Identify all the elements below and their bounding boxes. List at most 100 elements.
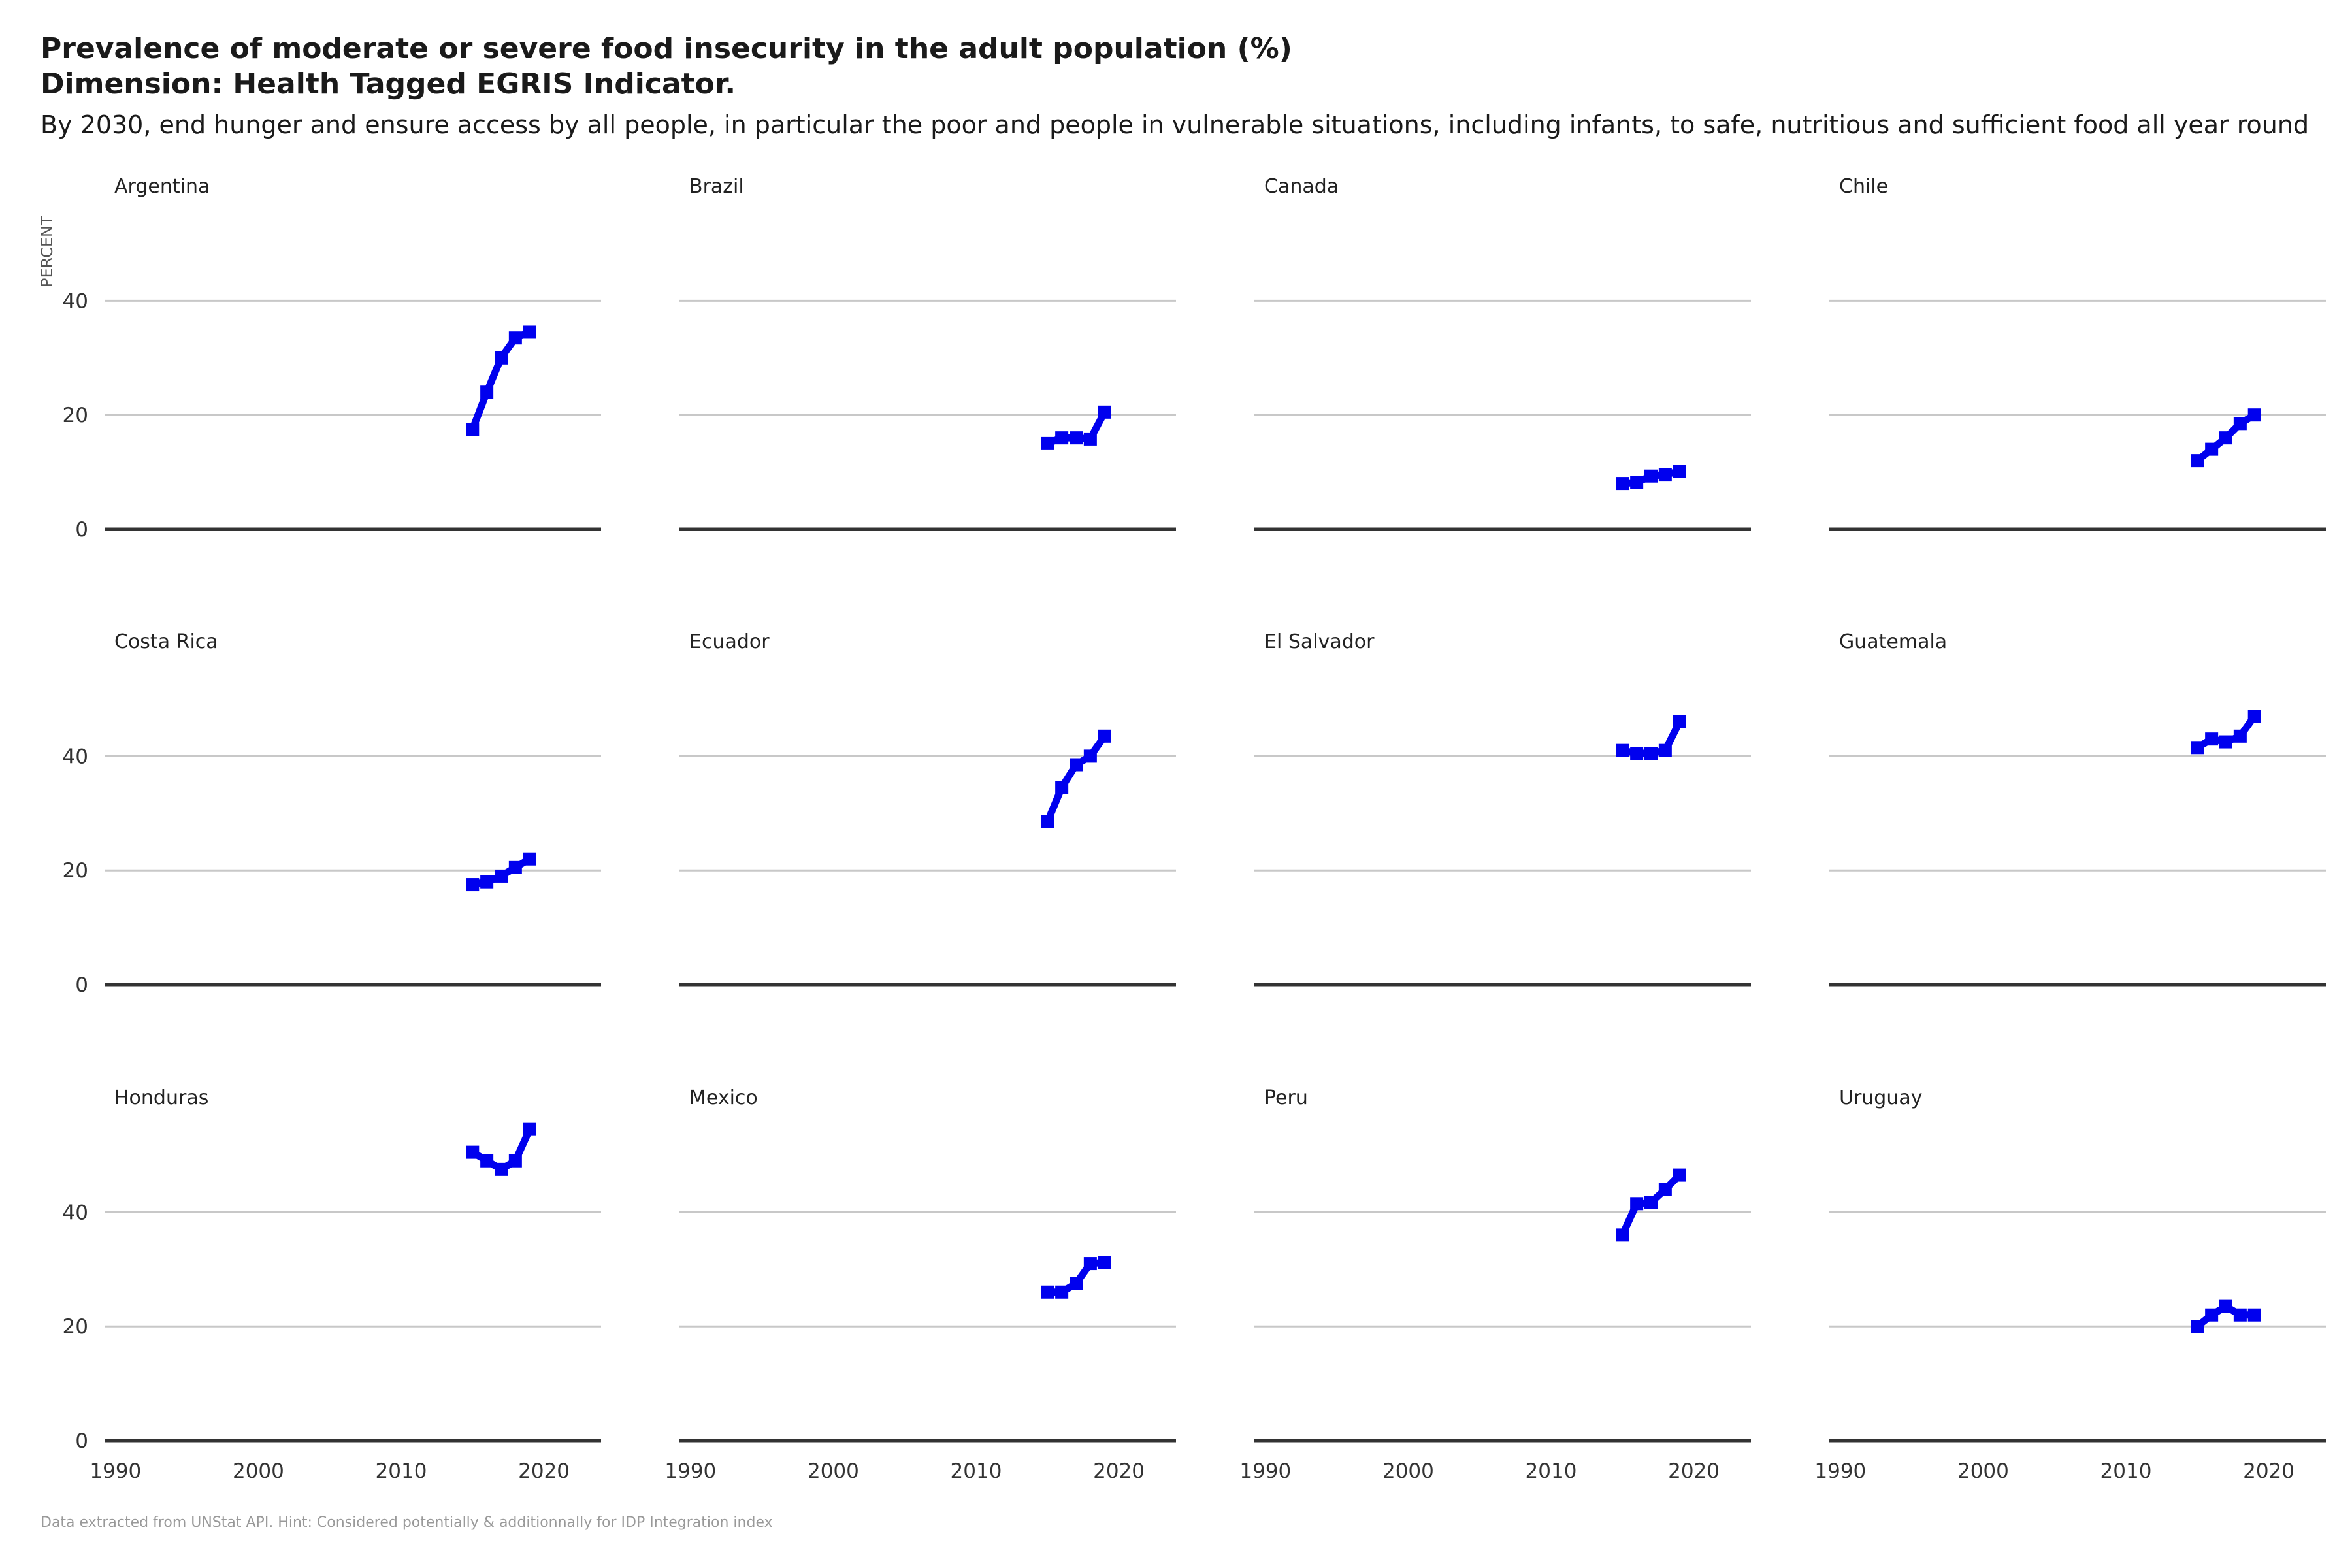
data-point-el-salvador	[1658, 743, 1672, 757]
panel-title-el-salvador: El Salvador	[1264, 630, 1375, 653]
data-point-uruguay	[2205, 1308, 2219, 1322]
data-point-canada	[1616, 477, 1629, 491]
y-tick-label: 20	[63, 1315, 88, 1339]
x-tick-label: 2000	[1382, 1460, 1434, 1483]
y-tick-label: 40	[63, 1201, 88, 1224]
data-point-el-salvador	[1616, 743, 1629, 757]
data-point-ecuador	[1083, 749, 1097, 763]
data-point-argentina	[466, 423, 480, 436]
data-point-argentina	[480, 385, 494, 399]
x-tick-label: 2000	[233, 1460, 284, 1483]
x-tick-label: 2020	[518, 1460, 570, 1483]
data-point-costa-rica	[495, 869, 508, 883]
data-point-canada	[1658, 468, 1672, 482]
data-point-chile	[2233, 417, 2247, 431]
data-point-chile	[2219, 431, 2232, 445]
data-point-canada	[1673, 465, 1686, 478]
panel-title-brazil: Brazil	[689, 175, 744, 198]
data-point-costa-rica	[508, 860, 522, 874]
data-point-honduras	[523, 1122, 536, 1136]
y-axis-label: PERCENT	[38, 216, 56, 287]
data-point-el-salvador	[1644, 747, 1658, 760]
chart-title-dimension: Dimension: Health Tagged EGRIS Indicator…	[41, 67, 736, 101]
data-point-argentina	[495, 351, 508, 365]
data-point-chile	[2205, 442, 2219, 456]
y-tick-label: 0	[75, 973, 88, 997]
data-point-ecuador	[1070, 758, 1083, 772]
data-point-ecuador	[1098, 729, 1111, 743]
data-point-ecuador	[1055, 781, 1069, 794]
panel-title-mexico: Mexico	[689, 1086, 758, 1109]
x-tick-label: 1990	[664, 1460, 716, 1483]
data-point-guatemala	[2205, 732, 2219, 746]
data-point-ecuador	[1041, 815, 1054, 828]
y-tick-label: 20	[63, 404, 88, 427]
data-point-mexico	[1041, 1285, 1054, 1299]
panel-title-honduras: Honduras	[114, 1086, 208, 1109]
data-point-brazil	[1041, 436, 1054, 450]
data-point-honduras	[508, 1154, 522, 1168]
x-tick-label: 2000	[1957, 1460, 2009, 1483]
x-tick-label: 2010	[376, 1460, 427, 1483]
panel-title-canada: Canada	[1264, 175, 1339, 198]
x-tick-label: 2010	[1526, 1460, 1577, 1483]
panel-title-uruguay: Uruguay	[1839, 1086, 1923, 1109]
y-tick-label: 20	[63, 859, 88, 883]
data-point-guatemala	[2191, 741, 2204, 755]
data-point-peru	[1658, 1183, 1672, 1196]
y-tick-label: 40	[63, 289, 88, 313]
x-tick-label: 2010	[951, 1460, 1002, 1483]
x-tick-label: 1990	[90, 1460, 141, 1483]
data-point-chile	[2191, 454, 2204, 468]
data-point-el-salvador	[1630, 747, 1644, 760]
chart-subtitle: By 2030, end hunger and ensure access by…	[41, 110, 2310, 139]
data-point-honduras	[466, 1145, 480, 1159]
series-line-ecuador	[1043, 732, 1109, 826]
data-point-guatemala	[2219, 735, 2232, 749]
y-tick-label: 0	[75, 1429, 88, 1453]
data-point-chile	[2247, 408, 2261, 422]
data-point-brazil	[1070, 431, 1083, 445]
source-caption: Data extracted from UNStat API. Hint: Co…	[41, 1514, 773, 1531]
x-tick-label: 2020	[1668, 1460, 1720, 1483]
chart-title: Prevalence of moderate or severe food in…	[41, 32, 1292, 65]
x-tick-label: 1990	[1814, 1460, 1866, 1483]
data-point-brazil	[1083, 432, 1097, 446]
data-point-guatemala	[2247, 710, 2261, 723]
panel-title-ecuador: Ecuador	[689, 630, 770, 653]
data-point-honduras	[495, 1162, 508, 1176]
data-point-brazil	[1098, 405, 1111, 419]
y-tick-label: 0	[75, 518, 88, 542]
x-tick-label: 2020	[2243, 1460, 2295, 1483]
chart-header: Prevalence of moderate or severe food in…	[41, 31, 2314, 141]
data-point-el-salvador	[1673, 715, 1686, 728]
data-point-argentina	[523, 325, 536, 339]
data-point-honduras	[480, 1154, 494, 1168]
data-point-guatemala	[2233, 729, 2247, 743]
panel-title-chile: Chile	[1839, 175, 1888, 198]
data-point-canada	[1630, 476, 1644, 489]
panel-title-peru: Peru	[1264, 1086, 1308, 1109]
data-point-mexico	[1070, 1277, 1083, 1290]
panel-title-costa-rica: Costa Rica	[114, 630, 218, 653]
data-point-costa-rica	[480, 875, 494, 889]
x-tick-label: 2000	[808, 1460, 859, 1483]
data-point-uruguay	[2219, 1299, 2232, 1313]
x-tick-label: 1990	[1239, 1460, 1291, 1483]
data-point-mexico	[1083, 1257, 1097, 1271]
data-point-argentina	[508, 331, 522, 345]
data-point-peru	[1630, 1197, 1644, 1211]
data-point-peru	[1673, 1168, 1686, 1182]
x-tick-label: 2020	[1093, 1460, 1145, 1483]
data-point-brazil	[1055, 431, 1069, 445]
data-point-uruguay	[2191, 1320, 2204, 1333]
panel-title-guatemala: Guatemala	[1839, 630, 1947, 653]
data-point-peru	[1644, 1196, 1658, 1209]
y-tick-label: 40	[63, 745, 88, 768]
data-point-canada	[1644, 469, 1658, 483]
data-point-uruguay	[2247, 1308, 2261, 1322]
panel-title-argentina: Argentina	[114, 175, 210, 198]
data-point-mexico	[1055, 1285, 1069, 1299]
data-point-peru	[1616, 1228, 1629, 1242]
